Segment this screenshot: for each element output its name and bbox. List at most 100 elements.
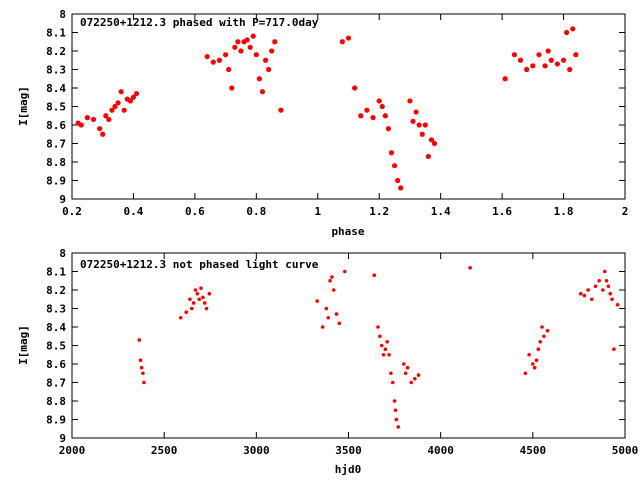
unphased-data-point: [326, 315, 331, 320]
phased-y-tick-label: 8.3: [46, 64, 66, 77]
phased-data-point: [204, 53, 210, 60]
phased-data-point: [413, 109, 419, 115]
phased-data-point: [210, 59, 216, 65]
unphased-data-point: [597, 278, 601, 283]
unphased-data-point: [390, 380, 395, 385]
phased-data-point: [542, 63, 548, 69]
phased-y-tick-label: 9: [59, 193, 66, 206]
phased-data-point: [554, 61, 561, 67]
phased-data-point: [97, 126, 103, 132]
phased-data-point: [229, 85, 235, 91]
phased-data-point: [545, 48, 551, 54]
unphased-x-tick-label: 2500: [151, 444, 178, 457]
phased-data-point: [223, 52, 229, 58]
unphased-chart-title: 072250+1212.3 not phased light curve: [80, 258, 319, 271]
unphased-data-point: [540, 325, 544, 329]
phased-x-tick-label: 0.2: [62, 205, 82, 218]
unphased-data-point: [601, 288, 605, 292]
unphased-plot-frame: [71, 252, 626, 439]
unphased-data-point: [207, 291, 212, 296]
unphased-data-point: [378, 334, 382, 339]
unphased-y-tick-label: 8.5: [46, 340, 66, 353]
unphased-data-point: [315, 299, 319, 303]
unphased-data-point: [385, 340, 390, 344]
phased-data-point: [428, 137, 435, 143]
phased-data-point: [118, 89, 124, 95]
unphased-data-point: [142, 380, 146, 385]
phased-data-point: [560, 57, 567, 63]
unphased-data-point: [178, 315, 183, 320]
unphased-data-point: [138, 358, 143, 363]
unphased-data-point: [383, 347, 388, 352]
unphased-data-point: [331, 288, 336, 292]
phased-data-point: [364, 107, 370, 113]
phased-data-point: [379, 103, 385, 110]
phased-x-tick-label: 1.6: [492, 205, 512, 218]
phased-y-tick-label: 8: [59, 8, 66, 21]
unphased-data-point: [536, 347, 541, 352]
phased-plot-frame: [71, 13, 626, 200]
phased-data-point: [422, 122, 428, 128]
unphased-x-tick-label: 4000: [427, 444, 454, 457]
phased-data-point: [511, 52, 517, 58]
unphased-y-axis-label: I[mag]: [17, 325, 30, 365]
phased-data-point: [78, 122, 84, 128]
phased-y-tick-label: 8.5: [46, 101, 66, 114]
unphased-y-tick-label: 8.7: [46, 377, 66, 390]
phased-data-point: [266, 66, 272, 73]
phased-data-point: [425, 153, 431, 160]
phased-data-point: [272, 39, 278, 45]
unphased-data-point: [184, 310, 189, 315]
phased-data-point: [398, 185, 404, 191]
unphased-data-point: [586, 288, 590, 292]
phased-chart-title: 072250+1212.3 phased with P=717.0day: [80, 16, 319, 29]
unphased-data-point: [139, 365, 144, 370]
unphased-data-point: [606, 284, 611, 289]
phased-data-points: [75, 26, 579, 191]
unphased-data-point: [409, 380, 413, 385]
phased-data-point: [238, 48, 244, 54]
unphased-data-point: [190, 306, 194, 311]
phased-data-point: [259, 89, 266, 95]
unphased-data-point: [468, 266, 472, 270]
phased-data-point: [339, 39, 345, 45]
phased-data-point: [573, 52, 579, 58]
unphased-y-tick-label: 8.9: [46, 414, 66, 427]
unphased-data-point: [531, 362, 535, 366]
unphased-data-point: [532, 365, 537, 370]
unphased-data-point: [523, 371, 528, 376]
phased-data-point: [269, 48, 275, 54]
unphased-data-point: [394, 417, 399, 422]
phased-data-point: [388, 150, 395, 156]
phased-data-point: [127, 98, 133, 104]
phased-data-point: [235, 39, 241, 45]
phased-x-tick-label: 1.8: [554, 205, 574, 218]
phased-data-point: [570, 26, 576, 32]
phased-data-point: [382, 113, 388, 119]
unphased-data-point: [416, 373, 421, 377]
unphased-data-point: [343, 269, 347, 274]
unphased-data-point: [372, 273, 377, 278]
phased-data-point: [256, 76, 263, 82]
unphased-data-point: [593, 284, 598, 289]
phased-data-point: [567, 66, 573, 73]
unphased-data-point: [381, 352, 386, 357]
unphased-data-point: [582, 293, 587, 298]
unphased-y-tick-label: 8.8: [46, 395, 66, 408]
phased-data-point: [410, 118, 416, 124]
phased-y-tick-label: 8.9: [46, 175, 66, 188]
unphased-data-point: [393, 408, 398, 413]
phased-data-point: [345, 35, 352, 41]
unphased-chart: 072250+1212.3 not phased light curve hjd…: [17, 247, 638, 476]
phased-data-point: [391, 163, 398, 169]
unphased-data-point: [392, 399, 397, 403]
unphased-data-point: [527, 352, 531, 357]
phased-x-tick-label: 0.8: [246, 205, 266, 218]
phased-data-point: [232, 44, 238, 50]
phased-data-point: [250, 33, 256, 39]
phased-data-point: [407, 98, 413, 104]
phased-data-point: [109, 107, 115, 113]
unphased-data-point: [195, 291, 200, 296]
unphased-data-point: [608, 291, 613, 296]
phased-data-point: [352, 85, 358, 91]
